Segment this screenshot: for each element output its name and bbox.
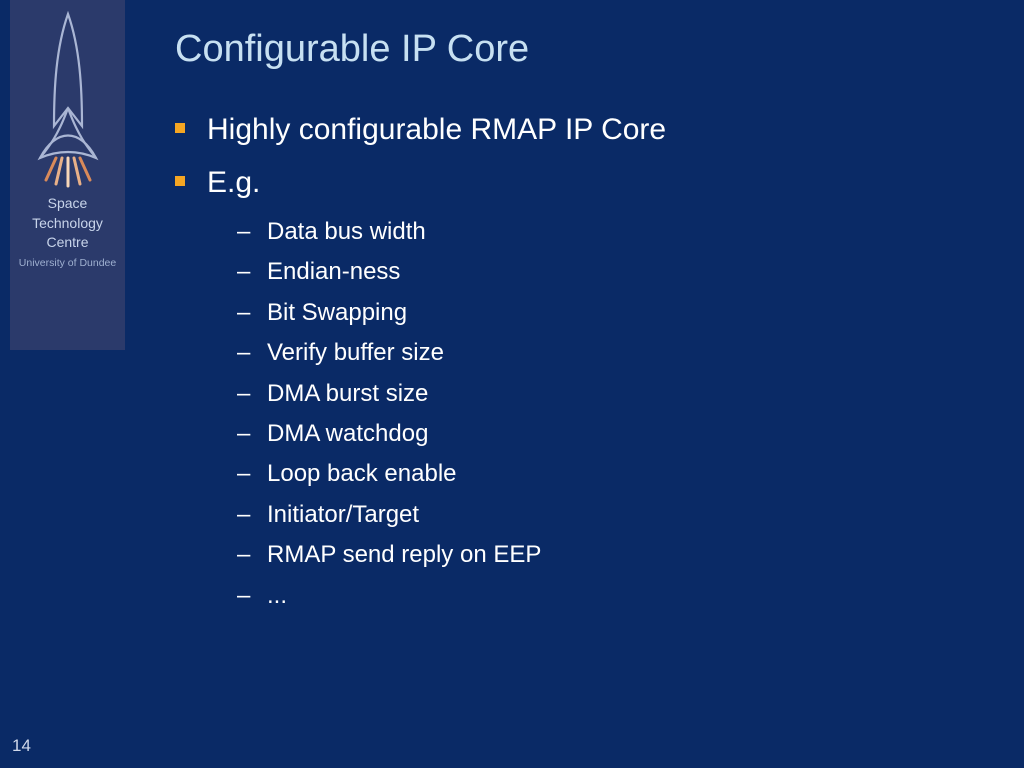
- list-item: –RMAP send reply on EEP: [237, 539, 975, 571]
- dash-icon: –: [237, 499, 253, 531]
- logo-title: Space Technology Centre: [32, 194, 103, 253]
- list-item-text: Loop back enable: [267, 458, 457, 490]
- slide-title: Configurable IP Core: [175, 28, 529, 71]
- sublist: –Data bus width –Endian-ness –Bit Swappi…: [237, 216, 975, 612]
- slide-content: Highly configurable RMAP IP Core E.g. –D…: [175, 110, 975, 620]
- dash-icon: –: [237, 256, 253, 288]
- page-number: 14: [12, 736, 31, 756]
- list-item-text: Initiator/Target: [267, 499, 419, 531]
- list-item: E.g.: [175, 163, 975, 202]
- logo-line3: Centre: [32, 233, 103, 253]
- bullet-square-icon: [175, 176, 185, 186]
- logo-subtitle: University of Dundee: [19, 257, 116, 269]
- list-item: –DMA watchdog: [237, 418, 975, 450]
- list-item-text: Bit Swapping: [267, 297, 407, 329]
- list-item-text: E.g.: [207, 163, 260, 202]
- dash-icon: –: [237, 297, 253, 329]
- logo-panel: Space Technology Centre University of Du…: [10, 0, 125, 350]
- bullet-square-icon: [175, 123, 185, 133]
- list-item: –Verify buffer size: [237, 337, 975, 369]
- list-item-text: DMA burst size: [267, 378, 428, 410]
- list-item-text: RMAP send reply on EEP: [267, 539, 541, 571]
- list-item: –DMA burst size: [237, 378, 975, 410]
- list-item: –Data bus width: [237, 216, 975, 248]
- list-item: –...: [237, 580, 975, 612]
- dash-icon: –: [237, 580, 253, 612]
- dash-icon: –: [237, 539, 253, 571]
- list-item-text: Endian-ness: [267, 256, 400, 288]
- list-item: Highly configurable RMAP IP Core: [175, 110, 975, 149]
- dash-icon: –: [237, 378, 253, 410]
- dash-icon: –: [237, 337, 253, 369]
- list-item: –Bit Swapping: [237, 297, 975, 329]
- list-item: –Loop back enable: [237, 458, 975, 490]
- list-item-text: DMA watchdog: [267, 418, 428, 450]
- dash-icon: –: [237, 216, 253, 248]
- list-item: –Endian-ness: [237, 256, 975, 288]
- list-item-text: Highly configurable RMAP IP Core: [207, 110, 666, 149]
- rocket-logo-icon: [18, 8, 118, 188]
- list-item-text: Verify buffer size: [267, 337, 444, 369]
- list-item-text: Data bus width: [267, 216, 426, 248]
- list-item-text: ...: [267, 580, 287, 612]
- logo-line2: Technology: [32, 214, 103, 234]
- list-item: –Initiator/Target: [237, 499, 975, 531]
- logo-line1: Space: [32, 194, 103, 214]
- dash-icon: –: [237, 458, 253, 490]
- dash-icon: –: [237, 418, 253, 450]
